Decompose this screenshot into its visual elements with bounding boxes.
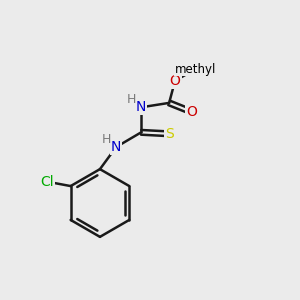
Text: N: N	[111, 140, 121, 154]
Text: H: H	[102, 133, 111, 146]
Text: O: O	[186, 105, 197, 119]
Text: O: O	[169, 74, 181, 88]
Text: Cl: Cl	[40, 175, 54, 189]
Text: methyl: methyl	[175, 62, 216, 76]
Text: N: N	[136, 100, 146, 114]
Text: S: S	[165, 127, 173, 141]
Text: H: H	[127, 93, 136, 106]
